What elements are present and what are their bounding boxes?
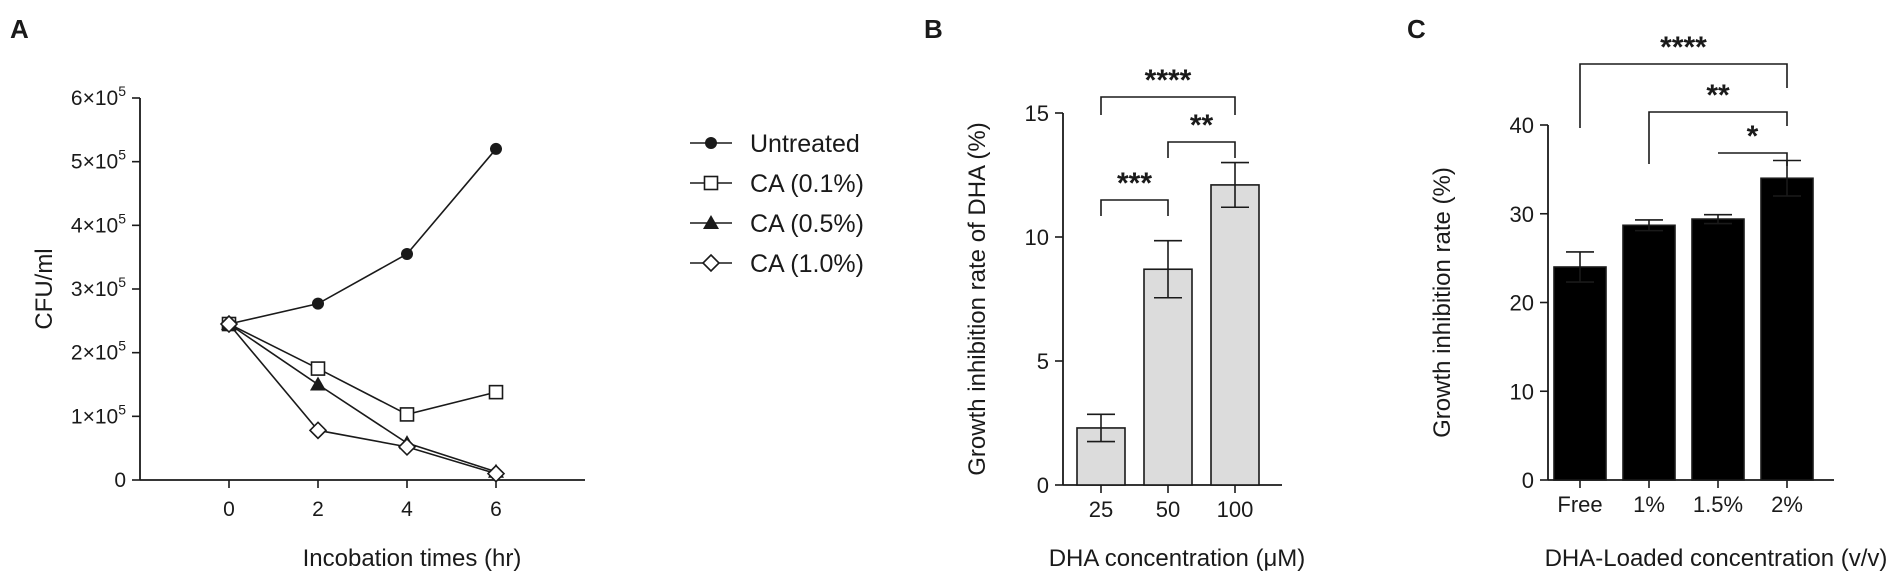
bar (1760, 177, 1814, 481)
legend-label: CA (1.0%) (750, 250, 864, 278)
error-bar (1221, 161, 1249, 209)
y-axis-label: Growth inhibition rate of DHA (%) (964, 122, 991, 475)
x-axis-label: Incobation times (hr) (303, 545, 522, 572)
panel-a: A 0 1×105 2×105 3×105 4×105 5×105 6×105 0 2 4 6 Inco… (10, 14, 864, 572)
bracket-line (1100, 96, 1236, 115)
panel-b: B 0 5 10 15 25 50 100 DHA concentration (μM) Grow… (924, 14, 1305, 572)
x-tick-label: 4 (401, 498, 413, 521)
panel-label: B (924, 14, 943, 44)
y-tick-label: 0 (1522, 468, 1534, 493)
bar (1143, 268, 1193, 486)
bar (1691, 218, 1745, 481)
bracket-line (1718, 152, 1788, 166)
error-bar (1704, 213, 1732, 225)
x-tick-label: 0 (223, 498, 235, 521)
panel-label: C (1407, 14, 1426, 44)
x-tick-label: 6 (490, 498, 502, 521)
significance-bracket: **** (1100, 64, 1236, 115)
data-point (310, 361, 326, 376)
y-tick-label: 5×105 (71, 147, 126, 174)
significance-bracket: **** (1579, 31, 1788, 128)
data-point (308, 421, 328, 440)
y-tick-label: 10 (1025, 225, 1049, 250)
series-line (228, 323, 497, 416)
y-tick-label: 2×105 (71, 338, 126, 365)
panel-c: C 0 10 20 30 40 Free 1% 1.5% 2% DHA-Loaded concent… (1407, 14, 1887, 572)
y-axis-label: CFU/ml (31, 248, 58, 329)
significance-label: **** (1145, 64, 1192, 97)
significance-bracket: * (1718, 120, 1788, 166)
y-tick-label: 3×105 (71, 274, 126, 301)
x-axis-label: DHA concentration (μM) (1049, 545, 1306, 572)
x-tick-label: 2% (1771, 492, 1803, 517)
data-point (310, 376, 326, 391)
x-axis-label: DHA-Loaded concentration (v/v) (1545, 545, 1888, 572)
x-tick-label: 1.5% (1693, 492, 1743, 517)
legend-marker (703, 175, 719, 191)
y-tick-label: 5 (1037, 349, 1049, 374)
significance-label: ** (1706, 79, 1730, 112)
legend-label: CA (0.5%) (750, 210, 864, 238)
significance-label: **** (1660, 31, 1707, 64)
x-tick-label: Free (1557, 492, 1602, 517)
bracket-line (1167, 141, 1236, 158)
series-line (228, 148, 497, 325)
data-point (401, 247, 413, 260)
x-tick-label: 50 (1156, 497, 1180, 522)
bar (1553, 266, 1607, 481)
legend-marker (703, 215, 719, 229)
x-tick-label: 2 (312, 498, 324, 521)
y-tick-label: 1×105 (71, 401, 126, 428)
bar (1210, 184, 1260, 486)
error-bar (1154, 239, 1182, 299)
y-tick-label: 15 (1025, 101, 1049, 126)
y-tick-label: 30 (1510, 202, 1534, 227)
data-point (490, 142, 502, 155)
legend-label: CA (0.1%) (750, 170, 864, 198)
data-point (488, 384, 504, 400)
y-axis-label: Growth inhibition rate (%) (1429, 167, 1456, 438)
significance-bracket: *** (1100, 167, 1169, 216)
y-tick-label: 40 (1510, 113, 1534, 138)
data-point (486, 464, 506, 483)
bar (1622, 224, 1676, 481)
significance-label: ** (1190, 109, 1214, 142)
error-bar (1566, 251, 1594, 283)
y-tick-label: 20 (1510, 291, 1534, 316)
data-point (219, 314, 239, 334)
bracket-line (1579, 63, 1788, 128)
y-tick-label: 4×105 (71, 210, 126, 237)
legend-marker (701, 253, 721, 273)
y-tick-label: 0 (1037, 473, 1049, 498)
y-tick-label: 0 (114, 469, 126, 492)
data-point (397, 437, 417, 457)
error-bar (1087, 413, 1115, 443)
significance-bracket: ** (1648, 79, 1788, 164)
error-bar (1635, 219, 1663, 232)
legend-label: Untreated (750, 130, 860, 158)
x-tick-label: 1% (1633, 492, 1665, 517)
y-tick-label: 6×105 (71, 83, 126, 110)
panel-label: A (10, 14, 29, 44)
data-point (312, 297, 324, 310)
significance-label: * (1747, 120, 1759, 153)
bracket-line (1648, 111, 1788, 164)
legend-marker (705, 137, 717, 149)
y-tick-label: 10 (1510, 379, 1534, 404)
series-line (228, 323, 497, 475)
bracket-line (1100, 199, 1169, 216)
significance-bracket: ** (1167, 109, 1236, 158)
x-tick-label: 100 (1217, 497, 1254, 522)
data-point (399, 407, 415, 422)
series-line (228, 323, 497, 473)
x-tick-label: 25 (1089, 497, 1113, 522)
significance-label: *** (1117, 167, 1152, 200)
